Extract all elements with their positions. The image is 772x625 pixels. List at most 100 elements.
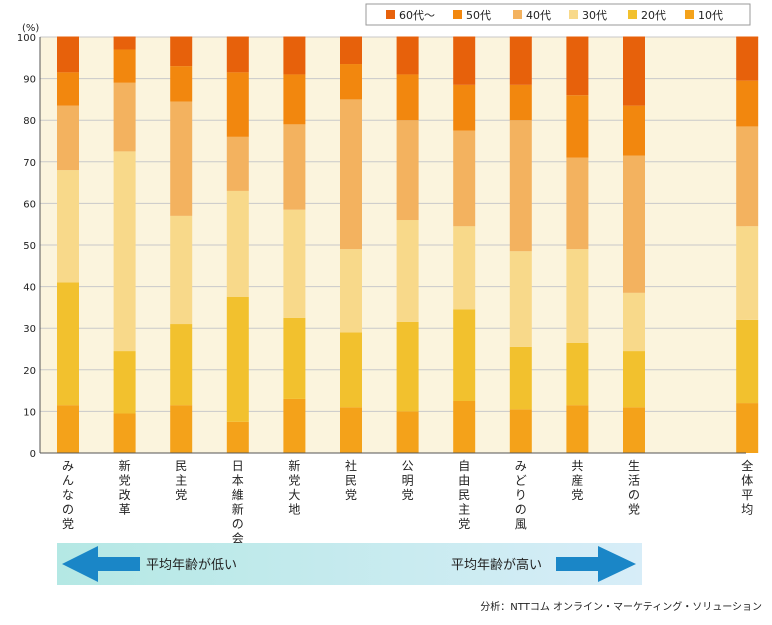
bar-segment <box>113 37 136 50</box>
bar-segment <box>396 37 419 75</box>
legend-label: 10代 <box>698 9 723 22</box>
bar-segment <box>340 332 362 408</box>
category-label: 生活の党 <box>628 459 640 517</box>
y-tick-label: 60 <box>23 199 36 210</box>
legend-label: 50代 <box>466 9 491 22</box>
category-label: 共産党 <box>571 459 583 502</box>
legend-swatch <box>685 10 694 19</box>
legend: 60代～ 50代 40代 30代 20代 10代 <box>365 3 751 26</box>
axes <box>39 37 746 454</box>
bar-segment <box>623 155 645 293</box>
bar-segment <box>453 401 476 453</box>
bar-segment <box>226 37 249 73</box>
category-labels: みんなの党 新党改革 民主党 日本維新の会 新党大地 社民党 公明党 自由民主党 みどりの風 共産… <box>62 458 753 546</box>
bar-segment <box>736 226 759 320</box>
category-label: 新党改革 <box>119 458 131 517</box>
legend-label: 60代～ <box>399 9 435 22</box>
right-arrow-label: 平均年齢が高い <box>451 557 542 573</box>
bars <box>57 36 759 453</box>
bar-segment <box>566 405 589 453</box>
bar-segment <box>57 405 79 453</box>
bar-segment <box>283 209 306 318</box>
y-tick-label: 100 <box>17 33 36 44</box>
bar-segment <box>57 170 79 283</box>
y-axis-label: (%) <box>22 23 39 34</box>
bar-segment <box>623 37 645 106</box>
legend-box <box>365 3 751 26</box>
bar-segment <box>340 99 362 250</box>
bar-segment <box>340 37 362 65</box>
bar-segment <box>283 37 306 75</box>
bar-segment <box>226 421 249 453</box>
bar-segment <box>736 319 759 404</box>
bar-segment <box>170 405 193 453</box>
y-tick-label: 30 <box>23 324 36 335</box>
category-label: 全体平均 <box>741 458 753 517</box>
y-tick-label: 40 <box>23 283 36 294</box>
legend-label: 40代 <box>526 9 551 22</box>
bar-segment <box>736 37 759 81</box>
bar-segment <box>509 84 532 121</box>
right-arrow-icon <box>556 546 636 582</box>
bar-segment <box>566 95 589 158</box>
bar-segment <box>453 37 476 85</box>
bar-segment <box>623 292 645 352</box>
bar-segment <box>396 120 419 221</box>
bar-segment <box>736 403 759 453</box>
bar-segment <box>509 37 532 85</box>
bar-segment <box>453 309 476 401</box>
bar-segment <box>566 157 589 250</box>
bar-segment <box>340 64 362 100</box>
bar-segment <box>57 282 79 406</box>
category-label: みんなの党 <box>62 459 74 531</box>
bar-segment <box>113 49 136 83</box>
bar-segment <box>283 124 306 210</box>
bar-segment <box>170 37 193 67</box>
y-tick-label: 70 <box>23 158 36 169</box>
bar-segment <box>566 342 589 406</box>
bar-segment <box>566 37 589 96</box>
bar-segment <box>736 126 759 227</box>
legend-label: 30代 <box>582 9 607 22</box>
legend-swatch <box>453 10 462 19</box>
bar-segment <box>226 190 249 297</box>
category-label: 民主党 <box>175 459 187 502</box>
bar-segment <box>453 84 476 131</box>
bar-segment <box>113 151 136 352</box>
bar-segment <box>283 398 306 453</box>
y-tick-label: 10 <box>23 407 36 418</box>
bar-segment <box>226 297 249 422</box>
bar-segment <box>57 72 79 106</box>
banner-background <box>57 543 642 585</box>
bar-segment <box>57 105 79 171</box>
category-label: 日本維新の会 <box>232 459 244 546</box>
category-label: みどりの風 <box>515 459 527 531</box>
bar-segment <box>170 101 193 216</box>
bar-segment <box>57 37 79 73</box>
bar-segment <box>113 82 136 152</box>
bar-segment <box>736 80 759 127</box>
age-banner: 平均年齢が低い 平均年齢が高い <box>57 543 642 585</box>
category-label: 社民党 <box>345 458 357 502</box>
left-arrow-icon <box>62 546 140 582</box>
bar-segment <box>340 249 362 333</box>
bar-segment <box>623 351 645 408</box>
bar-segment <box>509 346 532 410</box>
bar-segment <box>340 407 362 453</box>
bar-segment <box>283 74 306 125</box>
left-arrow-label: 平均年齢が低い <box>146 558 237 573</box>
bar-segment <box>113 351 136 414</box>
bar-segment <box>283 317 306 399</box>
y-tick-label: 20 <box>23 366 36 377</box>
bar-segment <box>623 105 645 156</box>
source-credit: 分析：NTTコム オンライン・マーケティング・ソリューション <box>480 602 762 613</box>
bar-segment <box>226 136 249 191</box>
bar-segment <box>113 413 136 453</box>
legend-swatch <box>386 10 395 19</box>
bar-segment <box>396 321 419 412</box>
bar-segment <box>226 72 249 137</box>
legend-swatch <box>569 10 578 19</box>
bar-segment <box>566 249 589 343</box>
bar-segment <box>396 74 419 121</box>
bar-segment <box>509 120 532 252</box>
